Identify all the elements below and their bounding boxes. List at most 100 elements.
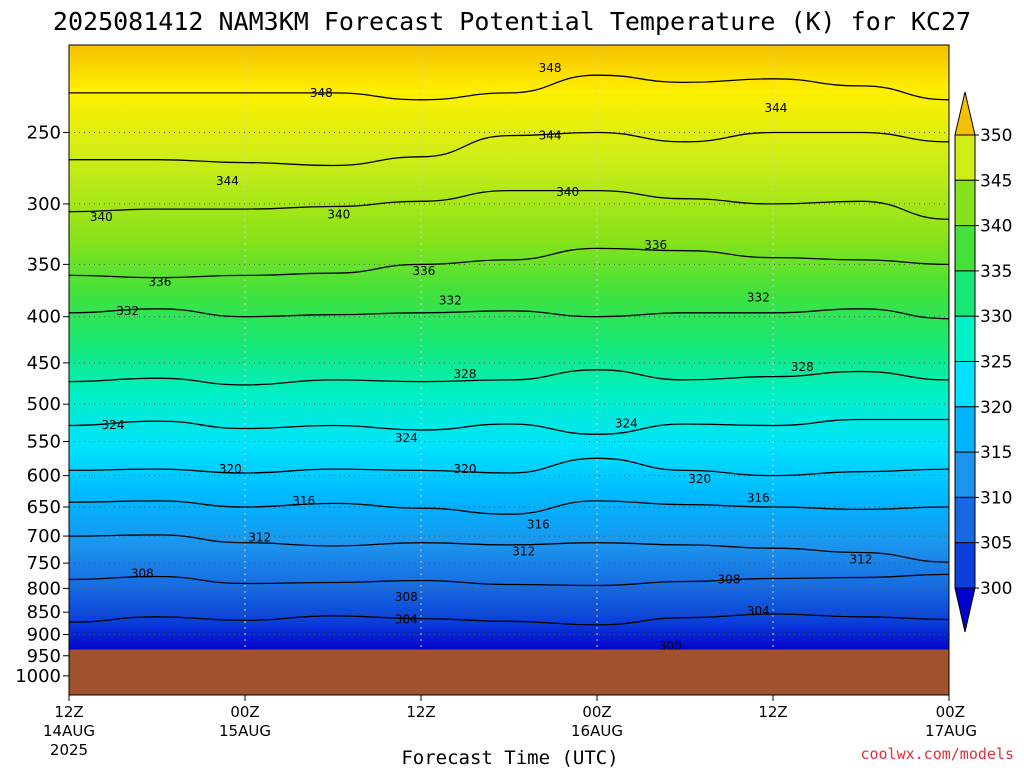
contour-348	[69, 74, 949, 101]
y-tick-label-850: 850	[27, 602, 61, 623]
y-tick-label-300: 300	[27, 194, 61, 215]
colorbar-label-310: 310	[980, 488, 1012, 508]
credit-text: coolwx.com/models	[860, 745, 1014, 763]
contour-label-304: 304	[395, 612, 418, 626]
contour-label-328: 328	[791, 360, 814, 374]
contour-lines	[69, 74, 949, 626]
colorbar-label-305: 305	[980, 534, 1012, 554]
y-tick-label-700: 700	[27, 526, 61, 547]
contour-label-324: 324	[102, 418, 125, 432]
x-tick-label: 00Z	[936, 703, 965, 721]
contour-labels: 348 348 344 344 344 340 340 340 336 336 336 332 332 3…	[90, 61, 873, 653]
contour-312	[69, 534, 949, 563]
colorbar-label-335: 335	[980, 262, 1012, 282]
x-tick-year: 2025	[50, 741, 88, 759]
y-tick-label-450: 450	[27, 353, 61, 374]
x-tick-date: 15AUG	[219, 722, 271, 740]
y-tick-label-900: 900	[27, 625, 61, 646]
y-tick-label-350: 350	[27, 254, 61, 275]
contour-320	[69, 457, 949, 477]
x-tick-label: 00Z	[230, 703, 259, 721]
colorbar-band	[954, 315, 976, 363]
x-tick-label: 12Z	[54, 703, 83, 721]
contour-label-344: 344	[764, 101, 787, 115]
contour-label-312: 312	[248, 531, 271, 545]
contour-340	[69, 189, 949, 220]
contour-344	[69, 131, 949, 167]
colorbar-band	[954, 361, 976, 408]
y-tick-label-400: 400	[27, 307, 61, 328]
colorbar-band	[954, 496, 976, 544]
plot-area: 348 348 344 344 344 340 340 340 336 336 336 332 332 3…	[69, 45, 949, 695]
colorbar-band	[954, 225, 976, 272]
contour-336	[69, 247, 949, 279]
contour-label-320: 320	[688, 472, 711, 486]
colorbar-band	[954, 270, 976, 317]
y-tick-label-650: 650	[27, 497, 61, 518]
y-tick-label-250: 250	[27, 122, 61, 143]
colorbar: 300 305 310 315 320 325 330 335 340 345 350	[954, 91, 1012, 633]
colorbar-label-345: 345	[980, 171, 1012, 191]
chart-title: 2025081412 NAM3KM Forecast Potential Tem…	[53, 7, 971, 36]
contour-label-316: 316	[747, 491, 770, 505]
colorbar-band	[954, 134, 976, 181]
terrain-below-ground	[69, 649, 949, 695]
colorbar-band	[954, 179, 976, 227]
contour-label-332: 332	[439, 294, 462, 308]
contour-label-332: 332	[116, 304, 139, 318]
colorbar-band	[954, 542, 976, 589]
contour-label-340: 340	[327, 207, 350, 221]
x-tick-date: 16AUG	[571, 722, 623, 740]
colorbar-label-315: 315	[980, 443, 1012, 463]
contour-label-332: 332	[747, 291, 770, 305]
contour-label-324: 324	[395, 431, 418, 445]
contour-label-344: 344	[216, 174, 239, 188]
contour-label-308: 308	[131, 566, 154, 580]
contour-label-304: 304	[747, 604, 770, 618]
contour-label-320: 320	[219, 462, 242, 476]
contour-328	[69, 369, 949, 386]
x-tick-date: 17AUG	[925, 722, 977, 740]
y-tick-label-750: 750	[27, 553, 61, 574]
colorbar-min-arrow	[954, 587, 976, 633]
colorbar-band	[954, 451, 976, 498]
contour-label-336: 336	[148, 275, 171, 289]
x-tick-label: 00Z	[582, 703, 611, 721]
contour-label-316: 316	[292, 494, 315, 508]
x-tick-label: 12Z	[758, 703, 787, 721]
y-tick-label-950: 950	[27, 646, 61, 667]
contour-label-348: 348	[310, 86, 333, 100]
x-axis-label: Forecast Time (UTC)	[401, 747, 618, 768]
y-tick-label-600: 600	[27, 466, 61, 487]
temperature-field	[69, 45, 949, 695]
contour-label-308: 308	[718, 572, 741, 586]
y-axis: 2503003504004505005506006507007508008509…	[15, 122, 69, 687]
y-tick-label-500: 500	[27, 394, 61, 415]
contour-label-340: 340	[90, 210, 113, 224]
contour-316	[69, 500, 949, 515]
contour-324	[69, 418, 949, 435]
contour-label-336: 336	[412, 264, 435, 278]
contour-label-328: 328	[454, 367, 477, 381]
x-tick-date: 14AUG	[43, 722, 95, 740]
x-tick-label: 12Z	[406, 703, 435, 721]
y-tick-label-1000: 1000	[15, 666, 61, 687]
colorbar-label-320: 320	[980, 398, 1012, 418]
colorbar-band	[954, 406, 976, 453]
y-tick-label-550: 550	[27, 432, 61, 453]
contour-332	[69, 308, 949, 320]
contour-label-316: 316	[527, 518, 550, 532]
colorbar-max-arrow	[954, 91, 976, 136]
colorbar-label-330: 330	[980, 307, 1012, 327]
contour-label-324: 324	[615, 416, 638, 430]
colorbar-label-325: 325	[980, 353, 1012, 373]
contour-label-312: 312	[850, 552, 873, 566]
colorbar-label-300: 300	[980, 579, 1012, 599]
contour-308	[69, 573, 949, 587]
contour-label-320: 320	[454, 462, 477, 476]
contour-label-336: 336	[644, 238, 667, 252]
colorbar-label-340: 340	[980, 217, 1012, 237]
